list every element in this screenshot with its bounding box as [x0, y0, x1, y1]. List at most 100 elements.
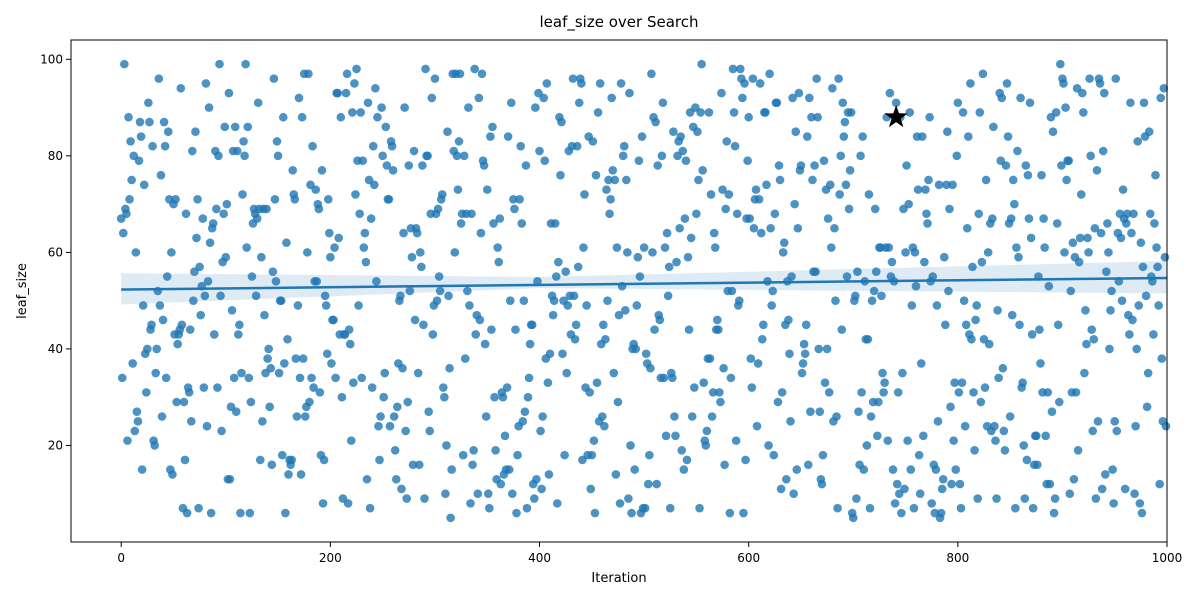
scatter-point — [287, 455, 296, 465]
scatter-point — [806, 407, 815, 416]
scatter-point — [668, 373, 677, 383]
scatter-point — [585, 388, 595, 397]
scatter-point — [430, 74, 440, 83]
scatter-point — [1095, 79, 1105, 88]
scatter-point — [900, 484, 909, 494]
scatter-point — [479, 161, 489, 170]
scatter-point — [345, 339, 355, 349]
scatter-point — [467, 209, 476, 219]
scatter-point — [919, 431, 928, 441]
scatter-point — [606, 194, 615, 204]
scatter-point — [445, 363, 454, 373]
scatter-point — [525, 339, 535, 349]
scatter-point — [755, 79, 765, 88]
scatter-point — [580, 190, 589, 199]
scatter-point — [292, 412, 302, 421]
scatter-point — [591, 170, 601, 180]
scatter-point — [958, 108, 968, 117]
scatter-point — [595, 79, 605, 88]
scatter-point — [244, 373, 254, 383]
scatter-point — [158, 315, 168, 325]
scatter-point — [562, 368, 572, 378]
scatter-point — [500, 431, 510, 441]
scatter-point — [923, 219, 932, 228]
scatter-point — [1057, 161, 1066, 170]
scatter-point — [327, 359, 336, 368]
scatter-point — [413, 368, 423, 378]
scatter-point — [509, 194, 518, 204]
scatter-point — [544, 470, 554, 479]
scatter-point — [708, 388, 718, 397]
scatter-point — [975, 108, 985, 117]
scatter-point — [907, 301, 917, 310]
scatter-point — [294, 93, 304, 103]
scatter-point — [295, 373, 305, 383]
scatter-point — [635, 272, 645, 281]
scatter-point — [122, 209, 131, 219]
scatter-point — [717, 88, 726, 98]
scatter-point — [858, 132, 867, 141]
scatter-point — [307, 373, 316, 383]
scatter-point — [280, 359, 289, 368]
scatter-point — [698, 166, 707, 175]
scatter-point — [185, 325, 195, 334]
scatter-point — [1093, 417, 1103, 426]
scatter-point — [807, 112, 816, 122]
scatter-point — [220, 122, 230, 132]
scatter-point — [791, 127, 801, 137]
scatter-point — [463, 286, 472, 296]
scatter-point — [917, 132, 927, 141]
scatter-point — [241, 59, 250, 69]
scatter-point — [884, 243, 894, 252]
scatter-point — [516, 141, 525, 151]
scatter-point — [1155, 479, 1164, 489]
scatter-point — [1002, 79, 1012, 88]
scatter-point — [1044, 281, 1054, 291]
scatter-point — [372, 277, 381, 286]
scatter-point — [1109, 499, 1118, 508]
scatter-point — [139, 180, 149, 190]
scatter-point — [1107, 286, 1116, 296]
scatter-point — [282, 238, 291, 248]
scatter-point — [676, 132, 686, 141]
scatter-point — [944, 286, 953, 296]
scatter-point — [192, 233, 201, 243]
scatter-point — [180, 455, 190, 465]
scatter-point — [950, 378, 960, 388]
scatter-point — [1092, 166, 1102, 175]
scatter-point — [859, 465, 869, 474]
scatter-point — [830, 223, 839, 233]
scatter-point — [157, 412, 167, 421]
x-tick-label: 600 — [737, 551, 760, 565]
scatter-point — [999, 426, 1009, 436]
scatter-point — [309, 383, 318, 392]
scatter-point — [459, 151, 469, 161]
scatter-point — [337, 392, 347, 402]
scatter-point — [953, 98, 963, 108]
scatter-point — [1112, 426, 1122, 436]
scatter-point — [1014, 252, 1023, 262]
scatter-point — [903, 436, 912, 445]
scatter-point — [420, 494, 429, 503]
scatter-point — [571, 320, 581, 330]
scatter-point — [1085, 74, 1094, 83]
scatter-point — [141, 388, 151, 397]
scatter-point — [1039, 214, 1048, 223]
scatter-point — [1099, 88, 1109, 98]
scatter-point — [506, 98, 516, 108]
scatter-point — [545, 349, 555, 359]
scatter-point — [255, 455, 265, 465]
scatter-point — [643, 479, 653, 489]
scatter-point — [709, 228, 719, 238]
scatter-point — [983, 248, 993, 257]
scatter-point — [243, 122, 253, 132]
scatter-point — [864, 190, 874, 199]
scatter-point — [675, 223, 684, 233]
scatter-point — [1051, 108, 1061, 117]
scatter-point — [439, 383, 448, 392]
scatter-point — [172, 397, 181, 407]
scatter-point — [359, 243, 369, 252]
scatter-point — [532, 474, 541, 484]
scatter-point — [519, 296, 529, 305]
scatter-point — [162, 272, 172, 281]
